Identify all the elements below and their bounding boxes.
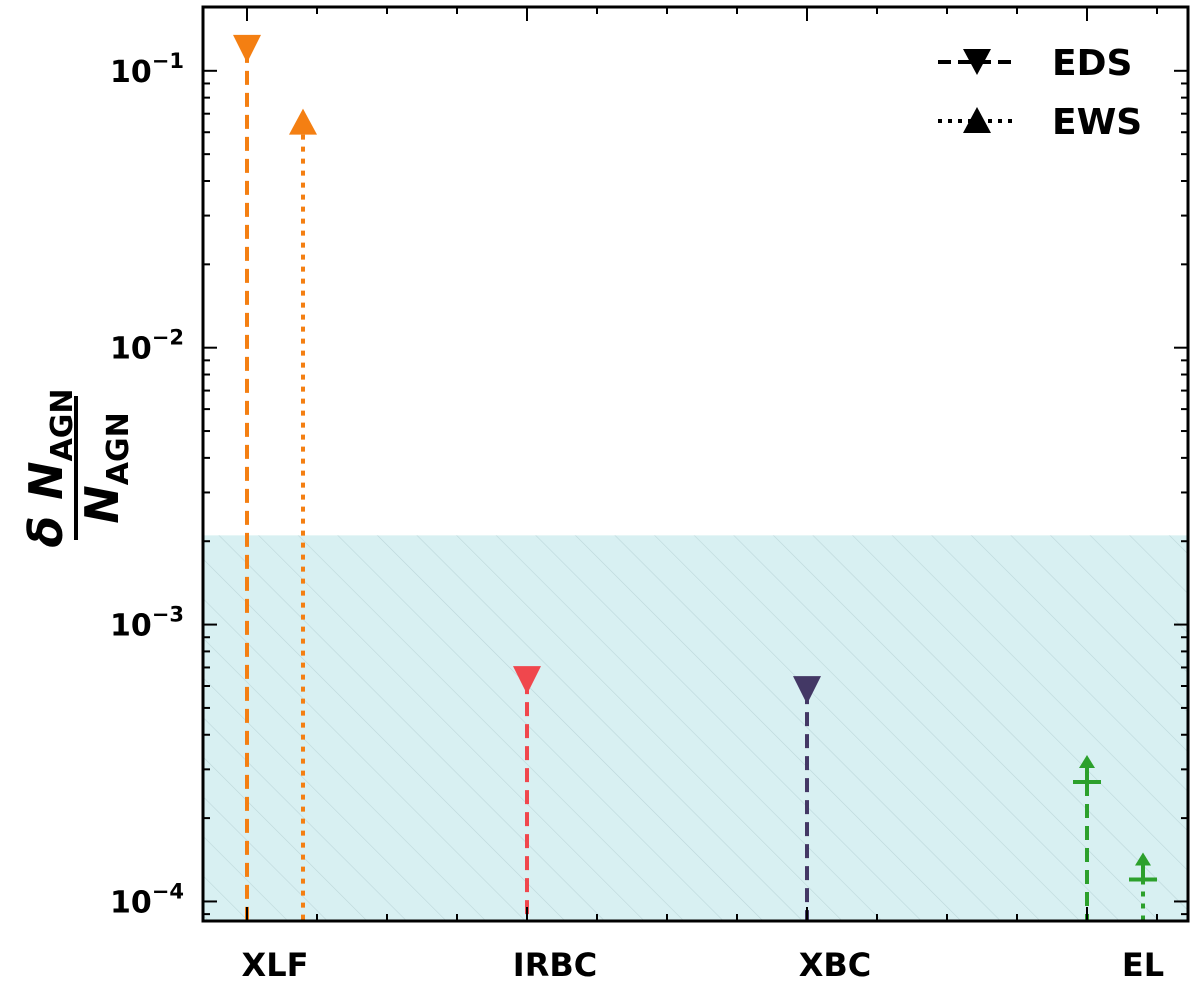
x-category-label: XLF <box>242 946 309 984</box>
data-point-xbc-eds <box>793 676 821 921</box>
y-label-numerator-main: δ N <box>19 461 73 547</box>
x-category-label: EL <box>1122 946 1164 984</box>
legend-label: EWS <box>1052 102 1142 143</box>
y-tick-mantissa: 10 <box>110 609 152 644</box>
y-tick-labels: 10−110−210−310−4 <box>110 49 184 921</box>
y-tick-label: 10−3 <box>110 603 184 644</box>
shaded-region <box>203 535 1188 921</box>
y-label-numerator: δ NAGN <box>19 388 80 547</box>
data-points <box>233 34 1157 921</box>
marker <box>513 666 541 695</box>
data-point-irbc-eds <box>513 666 541 921</box>
x-category-labels: XLF IRBC XBC EL <box>242 946 1165 984</box>
y-tick-exponent: −3 <box>152 603 184 627</box>
y-tick-mantissa: 10 <box>110 885 152 920</box>
y-label-denominator: NAGN <box>75 412 136 523</box>
shaded-region-hatch <box>203 535 1188 921</box>
legend: EDS EWS <box>938 43 1142 143</box>
y-tick-exponent: −4 <box>152 879 184 903</box>
marker <box>233 34 261 63</box>
axis-ticks <box>203 7 1188 921</box>
legend-entry-eds: EDS <box>938 43 1132 84</box>
legend-marker <box>963 49 991 75</box>
y-tick-label: 10−2 <box>110 326 184 367</box>
data-point-xlf-ews <box>289 108 317 921</box>
marker <box>793 676 821 705</box>
data-point-el-eds <box>1073 755 1101 921</box>
limit-arrowhead <box>1135 852 1151 866</box>
y-tick-label: 10−1 <box>110 49 184 90</box>
legend-entry-ews: EWS <box>938 102 1142 143</box>
x-category-label: XBC <box>799 946 872 984</box>
y-label-denominator-main: N <box>75 485 129 524</box>
marker <box>289 108 317 135</box>
legend-label: EDS <box>1052 43 1132 84</box>
y-tick-mantissa: 10 <box>110 332 152 367</box>
legend-marker <box>963 107 991 133</box>
limit-arrowhead <box>1079 755 1095 769</box>
y-label-denominator-sub: AGN <box>101 412 136 485</box>
data-point-xlf-eds <box>233 34 261 921</box>
y-tick-exponent: −1 <box>152 49 184 73</box>
y-tick-exponent: −2 <box>152 326 184 350</box>
y-tick-label: 10−4 <box>110 879 184 920</box>
x-category-label: IRBC <box>513 946 597 984</box>
plot-frame <box>201 5 1190 923</box>
y-tick-mantissa: 10 <box>110 55 152 90</box>
y-axis-label: δ NAGN NAGN <box>19 388 136 547</box>
data-point-el-ews <box>1129 852 1157 921</box>
